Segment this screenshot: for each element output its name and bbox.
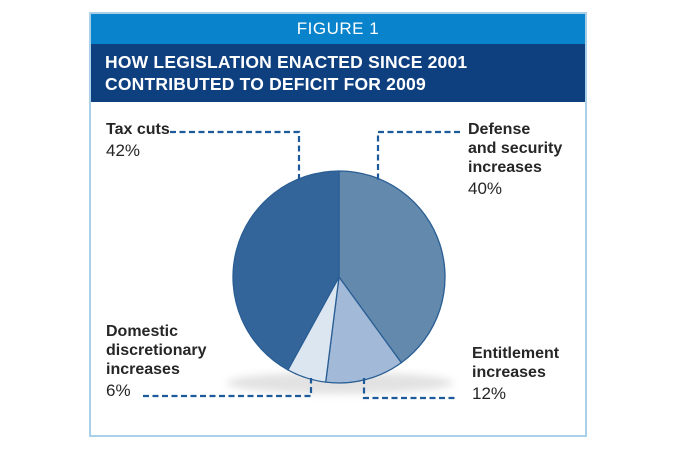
pie bbox=[232, 170, 446, 384]
label-tax-cuts-pct: 42% bbox=[106, 141, 141, 160]
label-defense-name3: increases bbox=[468, 159, 542, 176]
pie-slice-tax-cuts bbox=[232, 170, 340, 371]
label-defense-name: Defense bbox=[468, 121, 531, 138]
label-entitlement-name: Entitlement bbox=[472, 345, 560, 362]
label-entitlement-name2: increases bbox=[472, 364, 546, 381]
figure-number-band: FIGURE 1 bbox=[91, 14, 585, 44]
figure-title-line2: CONTRIBUTED TO DEFICIT FOR 2009 bbox=[105, 74, 426, 94]
leader-entitlement bbox=[362, 378, 458, 400]
label-defense-name2: and security bbox=[468, 140, 563, 157]
pie-slice-defense-and-security-increases bbox=[338, 170, 446, 364]
label-domestic-pct: 6% bbox=[106, 381, 131, 400]
label-domestic: Domestic discretionary increases 6% bbox=[106, 322, 206, 401]
label-domestic-name3: increases bbox=[106, 361, 180, 378]
figure-title-line1: HOW LEGISLATION ENACTED SINCE 2001 bbox=[105, 52, 468, 72]
label-tax-cuts-name: Tax cuts bbox=[106, 121, 170, 138]
label-defense-pct: 40% bbox=[468, 179, 503, 198]
label-entitlement-pct: 12% bbox=[472, 384, 507, 403]
label-entitlement: Entitlement increases 12% bbox=[472, 344, 559, 404]
label-domestic-name2: discretionary bbox=[106, 342, 207, 359]
figure-box: FIGURE 1 HOW LEGISLATION ENACTED SINCE 2… bbox=[89, 12, 587, 437]
leader-defense bbox=[376, 130, 460, 183]
label-domestic-name: Domestic bbox=[106, 323, 179, 340]
pie-slice-entitlement-increases bbox=[325, 276, 402, 384]
figure-title-band: HOW LEGISLATION ENACTED SINCE 2001 CONTR… bbox=[91, 44, 585, 102]
label-tax-cuts: Tax cuts 42% bbox=[106, 120, 170, 161]
leader-tax-cuts bbox=[170, 130, 301, 180]
label-defense: Defense and security increases 40% bbox=[468, 120, 562, 199]
figure-number-label: FIGURE 1 bbox=[296, 19, 380, 38]
